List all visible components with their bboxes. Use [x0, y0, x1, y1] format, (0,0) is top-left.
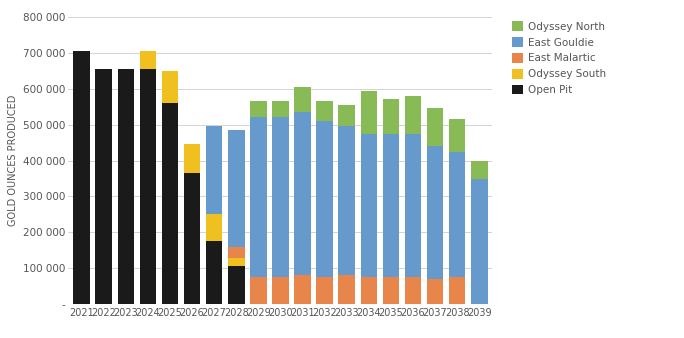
Bar	[360, 91, 377, 134]
Bar	[339, 126, 355, 275]
Bar	[161, 103, 179, 304]
Bar	[382, 277, 399, 304]
Bar	[427, 146, 443, 279]
Bar	[427, 108, 443, 146]
Bar	[471, 161, 488, 178]
Bar	[206, 241, 222, 304]
Bar	[272, 277, 289, 304]
Legend: Odyssey North, East Gouldie, East Malartic, Odyssey South, Open Pit: Odyssey North, East Gouldie, East Malart…	[510, 19, 608, 97]
Bar	[294, 112, 311, 275]
Bar	[184, 144, 200, 173]
Bar	[228, 258, 245, 266]
Bar	[382, 99, 399, 134]
Bar	[96, 69, 112, 304]
Bar	[316, 101, 333, 121]
Bar	[316, 121, 333, 277]
Bar	[294, 87, 311, 112]
Bar	[161, 71, 179, 103]
Bar	[250, 101, 267, 118]
Bar	[360, 134, 377, 277]
Bar	[206, 126, 222, 214]
Bar	[339, 275, 355, 304]
Bar	[449, 119, 465, 151]
Bar	[405, 96, 421, 134]
Bar	[272, 118, 289, 277]
Bar	[339, 105, 355, 126]
Bar	[449, 277, 465, 304]
Bar	[449, 151, 465, 277]
Bar	[228, 130, 245, 247]
Bar	[405, 277, 421, 304]
Bar	[118, 69, 134, 304]
Bar	[471, 178, 488, 304]
Bar	[250, 118, 267, 277]
Bar	[228, 247, 245, 258]
Bar	[140, 51, 156, 69]
Bar	[272, 101, 289, 118]
Bar	[405, 134, 421, 277]
Bar	[140, 69, 156, 304]
Bar	[382, 134, 399, 277]
Bar	[427, 279, 443, 304]
Bar	[316, 277, 333, 304]
Bar	[206, 214, 222, 241]
Bar	[184, 173, 200, 304]
Y-axis label: GOLD OUNCES PRODUCED: GOLD OUNCES PRODUCED	[8, 95, 18, 226]
Bar	[73, 51, 90, 304]
Bar	[360, 277, 377, 304]
Bar	[250, 277, 267, 304]
Bar	[228, 266, 245, 304]
Bar	[294, 275, 311, 304]
